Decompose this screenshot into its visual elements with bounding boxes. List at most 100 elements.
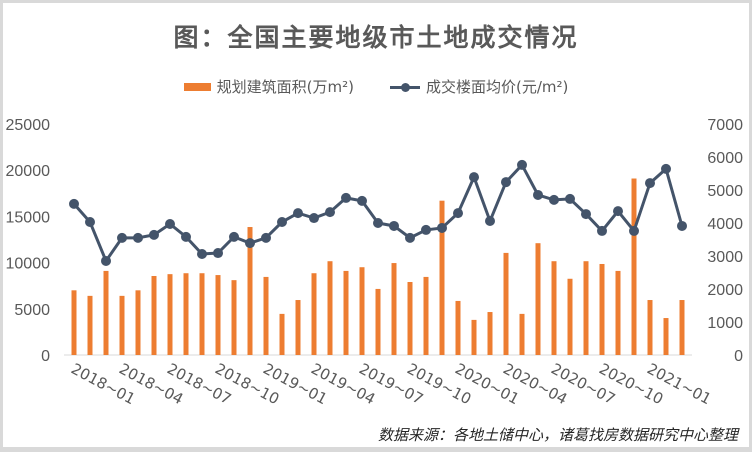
right-axis-tick: 4000 [707, 216, 743, 233]
left-axis-tick: 15000 [6, 209, 51, 226]
bar [183, 273, 189, 355]
bar [423, 276, 429, 355]
line-marker [405, 232, 415, 243]
bar [663, 318, 669, 355]
line-marker-swatch-icon [389, 81, 420, 93]
right-y-axis: 0 1000 2000 3000 4000 5000 6000 7000 [707, 117, 743, 365]
bar [391, 263, 397, 355]
line-marker [85, 217, 95, 228]
line-marker [581, 209, 591, 220]
bar [279, 313, 285, 355]
left-y-axis: 0 5000 10000 15000 20000 25000 [6, 117, 51, 365]
right-axis-tick: 0 [734, 348, 743, 365]
line-marker [213, 248, 223, 259]
line-marker [101, 255, 111, 266]
line-marker [245, 238, 255, 249]
line-marker [293, 208, 303, 219]
chart-title: 图：全国主要地级市土地成交情况 [173, 23, 579, 52]
line-marker [341, 192, 351, 203]
line-marker [373, 218, 383, 228]
bar [343, 270, 349, 355]
line-marker [437, 222, 447, 233]
bar [295, 300, 301, 355]
bar [407, 282, 413, 355]
line-marker [117, 232, 127, 243]
line-marker [325, 207, 335, 218]
line-marker [309, 213, 319, 224]
left-axis-tick: 0 [41, 348, 50, 365]
line-marker [661, 163, 671, 174]
bar [231, 280, 237, 355]
line-marker [517, 159, 527, 170]
right-axis-tick: 5000 [707, 183, 743, 200]
line-marker [69, 198, 79, 209]
right-axis-tick: 1000 [707, 315, 743, 332]
line-marker [469, 172, 479, 183]
line-marker [677, 220, 687, 231]
bar [487, 312, 493, 355]
line-marker [197, 249, 207, 260]
chart-legend: 规划建筑面积(万m²) 成交楼面均价(元/m²) [0, 76, 752, 97]
legend-item-price: 成交楼面均价(元/m²) [389, 76, 569, 97]
line-marker [645, 178, 655, 189]
bar [455, 300, 461, 355]
line-marker [357, 195, 367, 206]
bar [119, 295, 125, 355]
left-axis-tick: 20000 [6, 163, 51, 180]
x-axis-labels: 2018~012018~042018~072018~102019~012019~… [68, 360, 714, 409]
line-marker [597, 225, 607, 236]
legend-item-area: 规划建筑面积(万m²) [183, 76, 354, 97]
bar [503, 252, 509, 355]
right-axis-tick: 7000 [707, 117, 743, 134]
bar [263, 276, 269, 355]
bar [615, 270, 621, 355]
bar-swatch-icon [183, 82, 211, 91]
bar [167, 274, 173, 355]
bar [327, 261, 333, 355]
line-marker [453, 208, 463, 219]
line-marker [565, 193, 575, 204]
bar [631, 178, 637, 355]
bar-series-area [71, 178, 685, 355]
bar [535, 243, 541, 355]
left-axis-tick: 5000 [14, 302, 50, 319]
bar [375, 288, 381, 355]
line-marker [533, 189, 543, 200]
bar [519, 313, 525, 355]
bar [583, 261, 589, 355]
line-marker [613, 206, 623, 217]
line-marker [501, 177, 511, 188]
bar [199, 273, 205, 355]
bar [471, 319, 477, 355]
bar [679, 300, 685, 355]
line-marker [277, 217, 287, 228]
right-axis-tick: 3000 [707, 249, 743, 266]
left-axis-tick: 25000 [6, 117, 51, 134]
line-marker [421, 224, 431, 235]
line-marker [261, 232, 271, 243]
line-marker [149, 229, 159, 240]
right-axis-tick: 6000 [707, 150, 743, 167]
bar [71, 290, 77, 355]
bar [135, 290, 141, 355]
bar [439, 200, 445, 355]
data-source-note: 数据来源：各地土储中心，诸葛找房数据研究中心整理 [377, 426, 738, 444]
bar [103, 270, 109, 355]
line-marker [133, 232, 143, 243]
bar [551, 261, 557, 355]
line-series-price [69, 159, 687, 266]
bar [599, 263, 605, 355]
line-marker [549, 194, 559, 205]
bar [359, 267, 365, 355]
line-marker [165, 218, 175, 229]
legend-label-area: 规划建筑面积(万m²) [216, 78, 354, 96]
line-marker [389, 220, 399, 231]
bar [247, 227, 253, 355]
line-marker [181, 231, 191, 242]
bar [647, 300, 653, 355]
left-axis-tick: 10000 [6, 256, 51, 273]
right-axis-tick: 2000 [707, 282, 743, 299]
line-marker [485, 216, 495, 227]
legend-label-price: 成交楼面均价(元/m²) [425, 78, 569, 96]
